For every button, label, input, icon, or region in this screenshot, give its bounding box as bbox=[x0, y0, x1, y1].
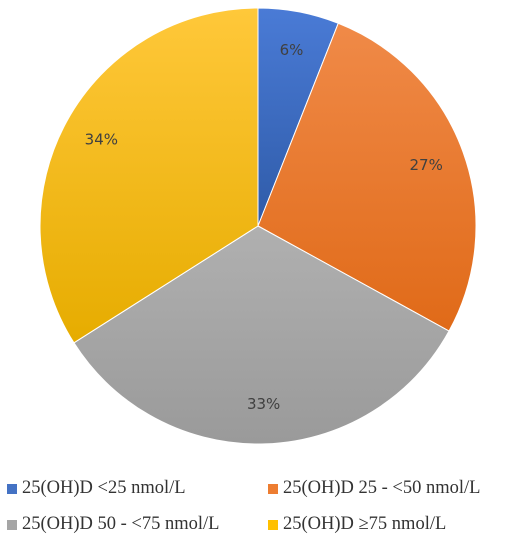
legend-swatch-yellow bbox=[268, 519, 278, 530]
pie-slice bbox=[39, 7, 259, 344]
legend-swatch-orange bbox=[268, 483, 278, 494]
legend-swatch-blue bbox=[7, 483, 17, 494]
legend-label: 25(OH)D 50 - <75 nmol/L bbox=[22, 514, 220, 534]
slice-value-label: 33% bbox=[247, 395, 280, 413]
legend-item-lt25: 25(OH)D <25 nmol/L bbox=[7, 478, 186, 499]
slice-value-label: 34% bbox=[85, 130, 118, 148]
legend-item-25-50: 25(OH)D 25 - <50 nmol/L bbox=[268, 478, 480, 499]
pie-slice bbox=[73, 225, 450, 445]
legend-label: 25(OH)D <25 nmol/L bbox=[22, 478, 186, 498]
legend-swatch-gray bbox=[7, 519, 17, 530]
slice-value-label: 6% bbox=[280, 41, 304, 59]
legend-item-50-75: 25(OH)D 50 - <75 nmol/L bbox=[7, 514, 219, 535]
legend-item-ge75: 25(OH)D ≥75 nmol/L bbox=[268, 514, 446, 535]
slice-value-label: 27% bbox=[410, 156, 443, 174]
pie-chart: 6% 27% 33% 34% bbox=[39, 7, 477, 445]
legend-label: 25(OH)D 25 - <50 nmol/L bbox=[283, 478, 481, 498]
legend: 25(OH)D <25 nmol/L 25(OH)D 25 - <50 nmol… bbox=[0, 468, 525, 548]
pie-slice bbox=[257, 22, 477, 332]
legend-label: 25(OH)D ≥75 nmol/L bbox=[283, 514, 447, 534]
